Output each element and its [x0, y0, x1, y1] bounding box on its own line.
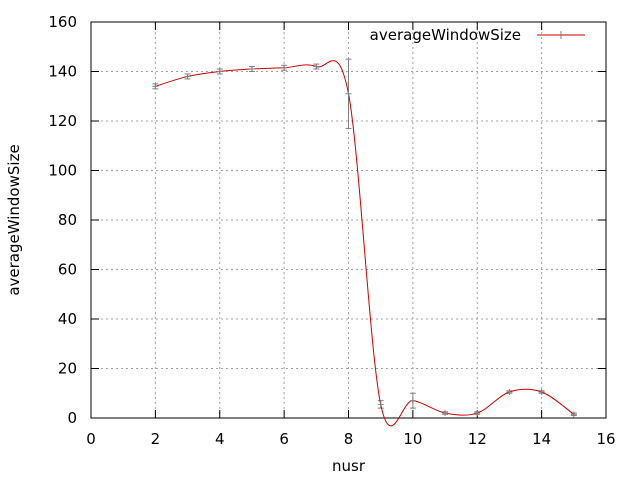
x-axis-title: nusr [332, 457, 366, 475]
y-tick-label: 0 [67, 409, 77, 427]
x-tick-label: 4 [215, 430, 225, 448]
data-points [152, 63, 577, 418]
y-tick-label: 40 [58, 310, 77, 328]
y-axis-title: averageWindowSize [5, 144, 23, 295]
legend-label: averageWindowSize [370, 26, 521, 44]
x-tick-label: 2 [151, 430, 161, 448]
x-tick-label: 6 [279, 430, 289, 448]
y-tick-label: 160 [48, 13, 77, 31]
y-tick-label: 100 [48, 162, 77, 180]
x-tick-label: 16 [596, 430, 615, 448]
x-tick-label: 10 [403, 430, 422, 448]
y-tick-label: 60 [58, 261, 77, 279]
y-tick-label: 20 [58, 360, 77, 378]
axis-ticks: 0 20 40 60 80 100 120 140 160 0 2 4 6 8 10 12 14 16 [48, 13, 615, 448]
error-bars [152, 58, 577, 417]
y-tick-label: 140 [48, 63, 77, 81]
x-tick-label: 12 [468, 430, 487, 448]
y-tick-label: 120 [48, 112, 77, 130]
series-line [155, 60, 575, 427]
series [155, 60, 575, 427]
x-tick-label: 14 [532, 430, 551, 448]
x-tick-label: 0 [86, 430, 96, 448]
x-tick-label: 8 [344, 430, 354, 448]
legend: averageWindowSize [370, 26, 585, 44]
y-tick-label: 80 [58, 211, 77, 229]
